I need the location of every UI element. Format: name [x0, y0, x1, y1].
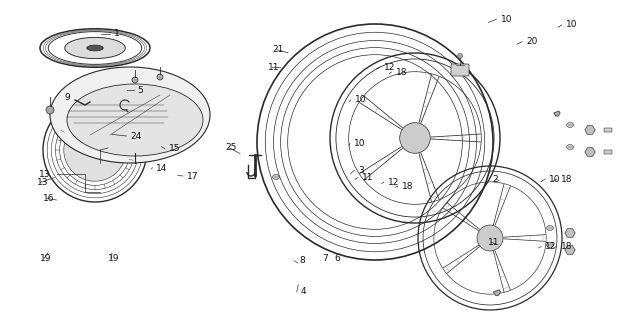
Polygon shape [565, 246, 575, 254]
Ellipse shape [50, 67, 210, 163]
Bar [604, 128, 612, 132]
Text: 1: 1 [114, 29, 120, 38]
Text: 13: 13 [38, 170, 50, 179]
Circle shape [46, 106, 54, 114]
Polygon shape [493, 290, 500, 295]
Text: 15: 15 [169, 144, 180, 153]
Text: 10: 10 [354, 139, 365, 148]
Text: 9: 9 [64, 93, 70, 102]
Polygon shape [554, 111, 560, 116]
Bar [604, 150, 612, 154]
Ellipse shape [477, 225, 503, 251]
Text: 18: 18 [561, 242, 572, 251]
Polygon shape [565, 229, 575, 237]
Text: 17: 17 [187, 172, 198, 180]
Text: 12: 12 [384, 63, 396, 72]
Text: 11: 11 [488, 238, 499, 247]
Ellipse shape [566, 145, 573, 149]
Ellipse shape [67, 84, 203, 156]
Ellipse shape [87, 45, 103, 51]
Polygon shape [585, 126, 595, 134]
Text: 13: 13 [36, 178, 48, 187]
Text: 18: 18 [396, 68, 407, 76]
Text: 3: 3 [358, 166, 364, 175]
Text: 14: 14 [156, 164, 167, 173]
Ellipse shape [547, 243, 554, 247]
Text: 10: 10 [355, 95, 366, 104]
Text: 18: 18 [561, 175, 572, 184]
Text: 25: 25 [225, 143, 237, 152]
Text: 20: 20 [526, 37, 538, 46]
Text: 19: 19 [40, 254, 51, 263]
Text: 10: 10 [549, 175, 561, 184]
Text: 2: 2 [493, 175, 499, 184]
Ellipse shape [65, 37, 125, 59]
Text: 24: 24 [131, 132, 142, 140]
Text: 6: 6 [334, 254, 340, 263]
Ellipse shape [64, 119, 126, 181]
Circle shape [132, 77, 138, 83]
Text: 12: 12 [388, 178, 399, 187]
Circle shape [458, 53, 463, 59]
Ellipse shape [273, 174, 280, 180]
Text: 18: 18 [402, 182, 413, 191]
Ellipse shape [400, 123, 430, 153]
Text: 12: 12 [545, 242, 557, 251]
Text: 11: 11 [268, 63, 279, 72]
Text: 5: 5 [138, 86, 143, 95]
Polygon shape [585, 148, 595, 156]
Text: 7: 7 [322, 254, 328, 263]
Text: 4: 4 [301, 287, 307, 296]
Text: 8: 8 [299, 256, 305, 265]
Text: 19: 19 [108, 254, 119, 263]
Ellipse shape [547, 226, 554, 230]
Text: 16: 16 [43, 194, 54, 203]
Text: 11: 11 [362, 173, 373, 182]
Text: 21: 21 [273, 45, 284, 54]
Text: 10: 10 [566, 20, 577, 29]
Text: 10: 10 [500, 15, 512, 24]
Ellipse shape [566, 123, 573, 127]
FancyBboxPatch shape [451, 64, 469, 76]
Circle shape [157, 74, 163, 80]
